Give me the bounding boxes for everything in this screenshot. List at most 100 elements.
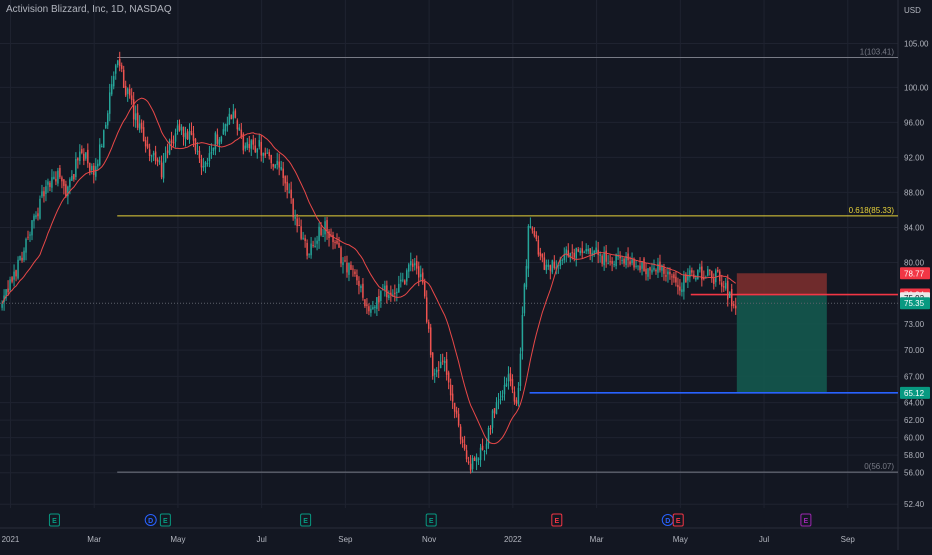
event-letter: D	[665, 518, 670, 525]
event-marker[interactable]: E	[800, 513, 812, 527]
candle-body	[427, 322, 430, 329]
candle-body	[342, 262, 344, 265]
candle-body	[49, 182, 51, 187]
candle-body	[294, 217, 296, 219]
candle-body	[414, 263, 416, 266]
candle-body	[647, 268, 649, 277]
candle-body	[134, 113, 137, 121]
candle-body	[150, 155, 153, 157]
event-marker[interactable]: E	[300, 513, 312, 527]
price-tick-label: 56.00	[904, 469, 925, 478]
candle-body	[87, 149, 89, 164]
candle-body	[242, 134, 245, 151]
time-axis[interactable]: 2021 Mar May Jul Sep Nov 2022 Mar May Jul Sep	[2, 535, 856, 544]
candle-body	[15, 270, 17, 277]
event-marker[interactable]: E	[48, 513, 60, 527]
event-marker[interactable]: E	[551, 513, 563, 527]
candle-body	[226, 123, 229, 127]
candle-body	[623, 258, 625, 264]
candle-body	[332, 234, 334, 243]
candle-body	[663, 267, 665, 274]
candle-body	[390, 292, 392, 295]
event-marker[interactable]: E	[425, 513, 437, 527]
candle-body	[431, 352, 434, 377]
event-marker[interactable]: D	[144, 514, 157, 526]
candle-body	[523, 284, 526, 314]
price-tick-label: 100.00	[904, 83, 929, 92]
candle-body	[322, 235, 324, 237]
candle-body	[144, 140, 147, 147]
candle-body	[567, 250, 570, 257]
candle-body	[43, 191, 45, 197]
candle-body	[489, 427, 492, 430]
candle-body	[27, 236, 29, 238]
candle-body	[212, 147, 215, 152]
candle-body	[324, 221, 326, 235]
time-tick-label: Mar	[590, 535, 604, 544]
candle-body	[240, 129, 243, 137]
candle-body	[93, 165, 95, 175]
candle-body	[417, 266, 420, 278]
candle-body	[459, 426, 462, 440]
candle-body	[601, 255, 603, 264]
candle-body	[69, 179, 71, 188]
candle-body	[615, 254, 617, 267]
candle-body	[423, 282, 426, 297]
candle-body	[202, 166, 205, 168]
candle-body	[190, 130, 193, 135]
candle-body	[565, 249, 568, 255]
candle-body	[152, 152, 155, 156]
earnings-icon	[425, 513, 437, 527]
candle-body	[435, 369, 438, 373]
earnings-icon	[551, 513, 563, 527]
candle-body	[561, 259, 564, 261]
event-letter: D	[148, 518, 153, 525]
candle-body	[583, 252, 585, 254]
position-tool[interactable]	[736, 273, 827, 393]
candle-body	[184, 133, 187, 139]
candle-body	[124, 86, 127, 96]
dividend-icon	[144, 514, 157, 526]
candle-body	[210, 151, 213, 154]
event-marker[interactable]: E	[159, 513, 171, 527]
candle-body	[695, 277, 697, 280]
candle-body	[533, 230, 536, 236]
price-axis[interactable]: 105.00 100.00 96.00 92.00 88.00 84.00 80.00 73.…	[904, 40, 929, 510]
candle-body	[374, 306, 376, 308]
candle-body	[178, 123, 181, 131]
candle-body	[350, 264, 352, 270]
candle-body	[290, 189, 292, 199]
candle-body	[555, 266, 558, 270]
candle-body	[495, 402, 498, 415]
candle-body	[176, 125, 179, 132]
candle-body	[63, 179, 65, 186]
candle-body	[234, 110, 237, 118]
candle-body	[170, 139, 173, 143]
candle-body	[599, 254, 601, 256]
candle-body	[581, 248, 583, 253]
price-tag: 65.12	[900, 386, 930, 399]
candle-body	[557, 265, 560, 267]
candle-body	[364, 299, 366, 307]
candle-body	[39, 198, 41, 219]
candle-body	[679, 286, 681, 291]
candle-body	[65, 184, 67, 197]
candle-body	[55, 178, 57, 182]
candle-body	[328, 231, 330, 239]
event-marker[interactable]: E	[672, 513, 684, 527]
candle-body	[531, 227, 534, 231]
candle-body	[455, 410, 458, 414]
moving-average	[1, 97, 736, 445]
candle-body	[378, 296, 380, 303]
candle-body	[25, 238, 27, 253]
candle-body	[59, 168, 61, 178]
time-tick-label: May	[673, 535, 688, 544]
candle-body	[513, 391, 516, 402]
candle-body	[685, 274, 687, 283]
candle-body	[174, 133, 177, 142]
candle-body	[625, 256, 627, 266]
candle-body	[645, 268, 647, 275]
